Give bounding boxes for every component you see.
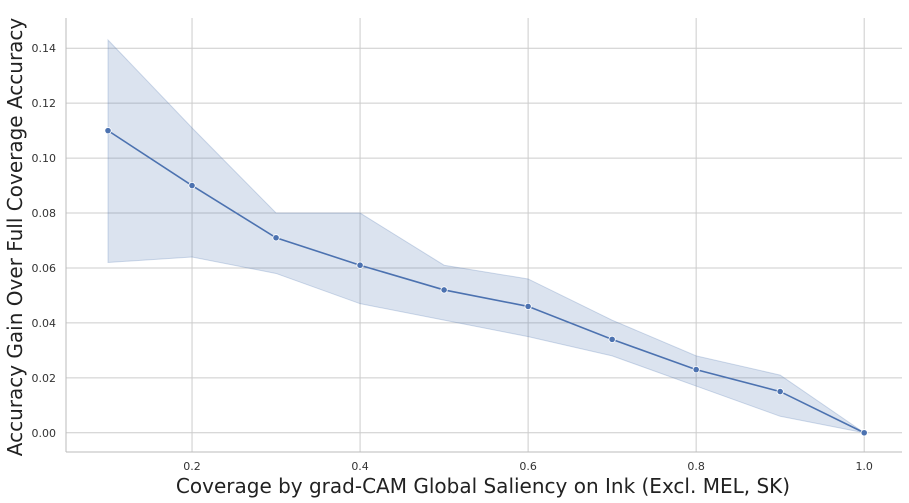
x-tick-label: 0.2 — [183, 460, 201, 473]
x-tick-label: 1.0 — [855, 460, 873, 473]
y-tick-label: 0.14 — [32, 42, 57, 55]
data-point — [272, 234, 280, 242]
y-axis-title: Accuracy Gain Over Full Coverage Accurac… — [3, 18, 27, 457]
data-point — [440, 286, 448, 294]
data-point — [524, 302, 532, 311]
y-tick-label: 0.08 — [32, 207, 57, 220]
y-tick-label: 0.06 — [32, 262, 57, 275]
data-point — [692, 365, 700, 374]
y-tick-label: 0.12 — [32, 97, 57, 110]
confidence-band — [107, 38, 865, 434]
data-point — [104, 127, 112, 135]
data-point — [776, 387, 784, 396]
grid-lines — [66, 18, 902, 452]
y-tick-label: 0.00 — [32, 427, 57, 440]
series-line — [107, 129, 865, 434]
x-axis-title: Coverage by grad-CAM Global Saliency on … — [176, 474, 790, 498]
axes-spines — [65, 18, 902, 453]
data-point — [356, 261, 364, 269]
y-tick-labels: 0.00 0.02 0.04 0.06 0.08 0.10 0.12 0.14 — [32, 42, 57, 440]
data-point — [860, 429, 868, 437]
y-tick-label: 0.02 — [32, 372, 57, 385]
data-points — [104, 127, 868, 437]
x-tick-label: 0.6 — [519, 460, 537, 473]
data-point — [188, 181, 196, 190]
x-tick-label: 0.4 — [351, 460, 369, 473]
y-tick-label: 0.10 — [32, 152, 57, 165]
x-tick-label: 0.8 — [687, 460, 705, 473]
series-lines — [107, 129, 865, 434]
y-tick-label: 0.04 — [32, 317, 57, 330]
data-point — [608, 335, 616, 343]
confidence-bands — [107, 38, 865, 434]
x-tick-labels: 0.2 0.4 0.6 0.8 1.0 — [183, 460, 873, 473]
